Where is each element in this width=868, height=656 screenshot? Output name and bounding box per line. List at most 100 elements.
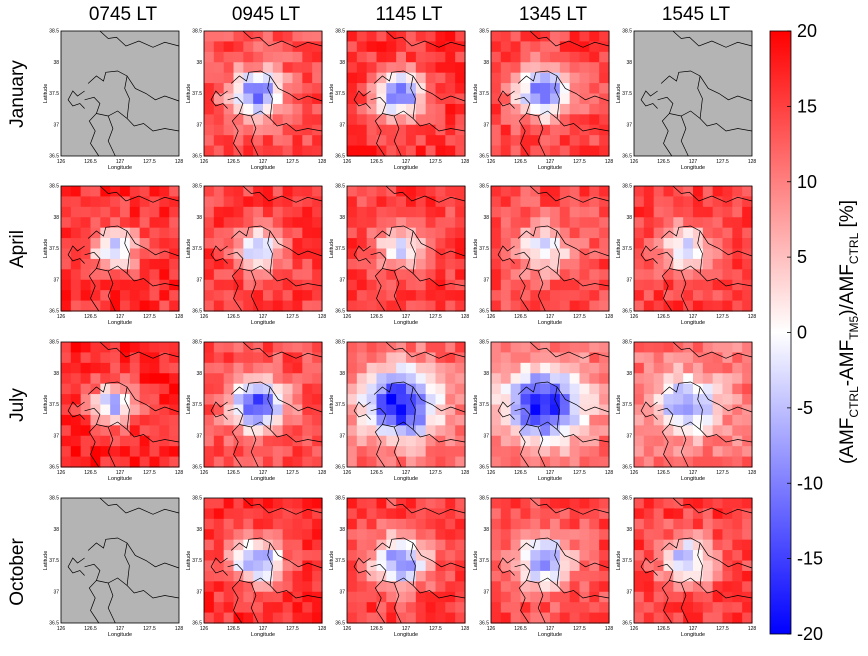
heatmap-cell [455, 31, 466, 43]
heatmap-cell [204, 342, 215, 354]
heatmap-cell [643, 238, 655, 250]
heatmap-cell [722, 238, 733, 250]
heatmap-cell [500, 342, 512, 354]
heatmap-cell [491, 72, 502, 84]
map-outline [107, 115, 116, 157]
heatmap-cell [312, 518, 323, 530]
heatmap-cell [683, 404, 694, 416]
heatmap-cell [673, 404, 684, 416]
heatmap-cell [712, 612, 724, 624]
heatmap-cell [80, 269, 92, 281]
heatmap-cell [61, 186, 72, 198]
y-tick-label: 37 [339, 433, 345, 439]
heatmap-cell [253, 404, 264, 416]
heatmap-cell [406, 31, 417, 43]
y-axis-label: Latitude [43, 84, 49, 104]
heatmap-cell [366, 508, 378, 520]
heatmap-cell [302, 290, 313, 302]
heatmap-cell [396, 456, 407, 468]
y-tick-label: 37 [196, 277, 202, 283]
map-outline [672, 497, 753, 515]
heatmap-cell [406, 612, 417, 624]
heatmap-cell [415, 539, 427, 551]
map-outline [526, 577, 610, 599]
heatmap-cell [312, 145, 323, 157]
heatmap-cell [302, 404, 313, 416]
heatmap-cell [263, 435, 274, 447]
heatmap-cell [643, 414, 655, 426]
y-tick-label: 36.5 [479, 309, 489, 315]
heatmap-cell [643, 508, 655, 520]
heatmap-cell [693, 206, 704, 218]
heatmap-cell [386, 529, 397, 541]
heatmap-cell [742, 342, 753, 354]
colorbar-tick-label: 5 [797, 247, 807, 267]
map-outline [680, 426, 689, 468]
heatmap-cell [263, 508, 274, 520]
heatmap-cell [540, 529, 551, 541]
heatmap-cell [455, 62, 466, 74]
y-axis-label: Latitude [186, 395, 192, 415]
heatmap-cell [396, 539, 407, 551]
heatmap-cell [396, 196, 407, 208]
y-tick-label: 38 [53, 371, 59, 377]
x-tick-label: 127.5 [286, 626, 299, 632]
heatmap-cell [520, 342, 531, 354]
heatmap-cell [139, 352, 151, 364]
heatmap-cell [693, 435, 704, 447]
heatmap-cell [500, 602, 512, 614]
heatmap-cell [120, 414, 131, 426]
heatmap-cell [213, 581, 225, 593]
heatmap-cell [634, 581, 645, 593]
heatmap-cell [520, 425, 531, 437]
map-outline [239, 265, 323, 287]
heatmap-cell [742, 373, 753, 385]
heatmap-cell [589, 186, 600, 198]
x-tick-label: 127 [546, 314, 555, 320]
heatmap-cell [312, 300, 323, 312]
heatmap-cell [559, 41, 571, 53]
heatmap-cell [282, 114, 294, 126]
heatmap-cell [500, 248, 512, 260]
y-axis-label: Latitude [43, 239, 49, 259]
heatmap-cell [540, 217, 551, 229]
heatmap-cell [435, 135, 446, 147]
heatmap-cell [292, 529, 303, 541]
heatmap-cell [139, 227, 151, 239]
heatmap-cell [347, 135, 358, 147]
heatmap-cell [243, 145, 254, 157]
heatmap-cell [356, 238, 368, 250]
x-tick-label: 126.5 [370, 626, 383, 632]
heatmap-cell [693, 508, 704, 520]
heatmap-cell [302, 72, 313, 84]
heatmap-cell [243, 83, 254, 95]
heatmap-cell [233, 62, 244, 74]
map-outline [672, 30, 753, 48]
heatmap-cell [110, 227, 121, 239]
x-tick-label: 128 [748, 314, 757, 320]
heatmap-cell [406, 414, 417, 426]
heatmap-cell [550, 41, 561, 53]
heatmap-cell [415, 383, 427, 395]
heatmap-cell [579, 72, 590, 84]
heatmap-cell [722, 342, 733, 354]
heatmap-cell [559, 456, 571, 468]
heatmap-cell [110, 217, 121, 229]
map-panel: 126 126.5 127 127.5 12836.53737.53838.5Longi… [473, 184, 613, 327]
heatmap-cell [302, 279, 313, 291]
heatmap-cell [90, 227, 101, 239]
heatmap-cell [356, 186, 368, 198]
heatmap-cell [712, 404, 724, 416]
heatmap-cell [139, 373, 151, 385]
heatmap-cell [653, 518, 665, 530]
y-tick-label: 37.5 [622, 558, 632, 564]
heatmap-cell [233, 425, 244, 437]
heatmap-cell [693, 227, 704, 239]
y-tick-label: 38 [339, 527, 345, 533]
heatmap-cell [406, 258, 417, 270]
heatmap-cell [702, 612, 714, 624]
heatmap-cell [569, 290, 581, 302]
heatmap-cell [550, 570, 561, 582]
heatmap-cell [579, 217, 590, 229]
y-tick-label: 37.5 [192, 402, 202, 408]
